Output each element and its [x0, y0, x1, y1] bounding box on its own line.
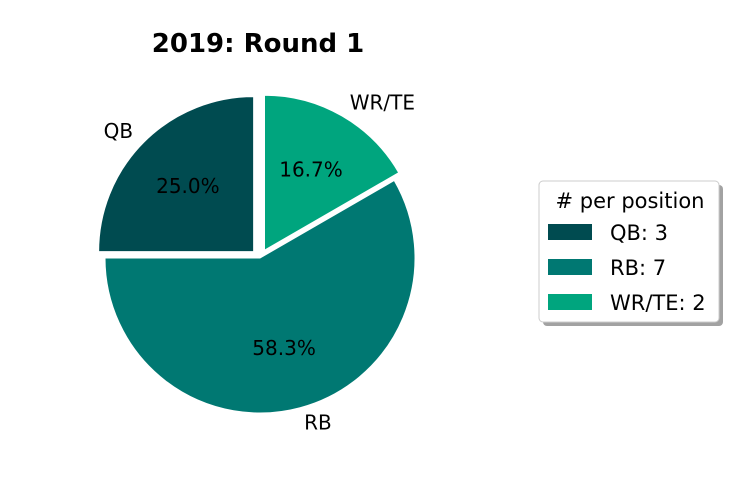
legend: # per position QB: 3 RB: 7 WR/TE: 2	[538, 180, 723, 326]
category-labels: QB RB WR/TE	[104, 91, 415, 435]
pie-slices	[98, 94, 416, 414]
legend-swatch	[548, 259, 592, 275]
legend-swatch	[548, 224, 592, 240]
legend-box	[538, 180, 720, 323]
percent-label: 25.0%	[156, 174, 220, 198]
legend-label: QB: 3	[610, 221, 668, 245]
percent-label: 16.7%	[279, 158, 343, 182]
pie-slice-wr-te	[264, 94, 400, 252]
category-label: QB	[104, 119, 133, 143]
pie-slice-rb	[104, 179, 416, 414]
legend-label: RB: 7	[610, 256, 666, 280]
legend-label: WR/TE: 2	[610, 291, 706, 315]
category-label: WR/TE	[350, 91, 415, 115]
category-label: RB	[304, 411, 332, 435]
legend-title: # per position	[555, 189, 704, 213]
pie-slice-qb	[98, 96, 255, 253]
legend-items: QB: 3 RB: 7 WR/TE: 2	[548, 221, 706, 315]
legend-swatch	[548, 294, 592, 310]
chart-title: 2019: Round 1	[152, 29, 364, 59]
percent-label: 58.3%	[252, 336, 316, 360]
percent-labels: 25.0% 58.3% 16.7%	[156, 158, 343, 360]
